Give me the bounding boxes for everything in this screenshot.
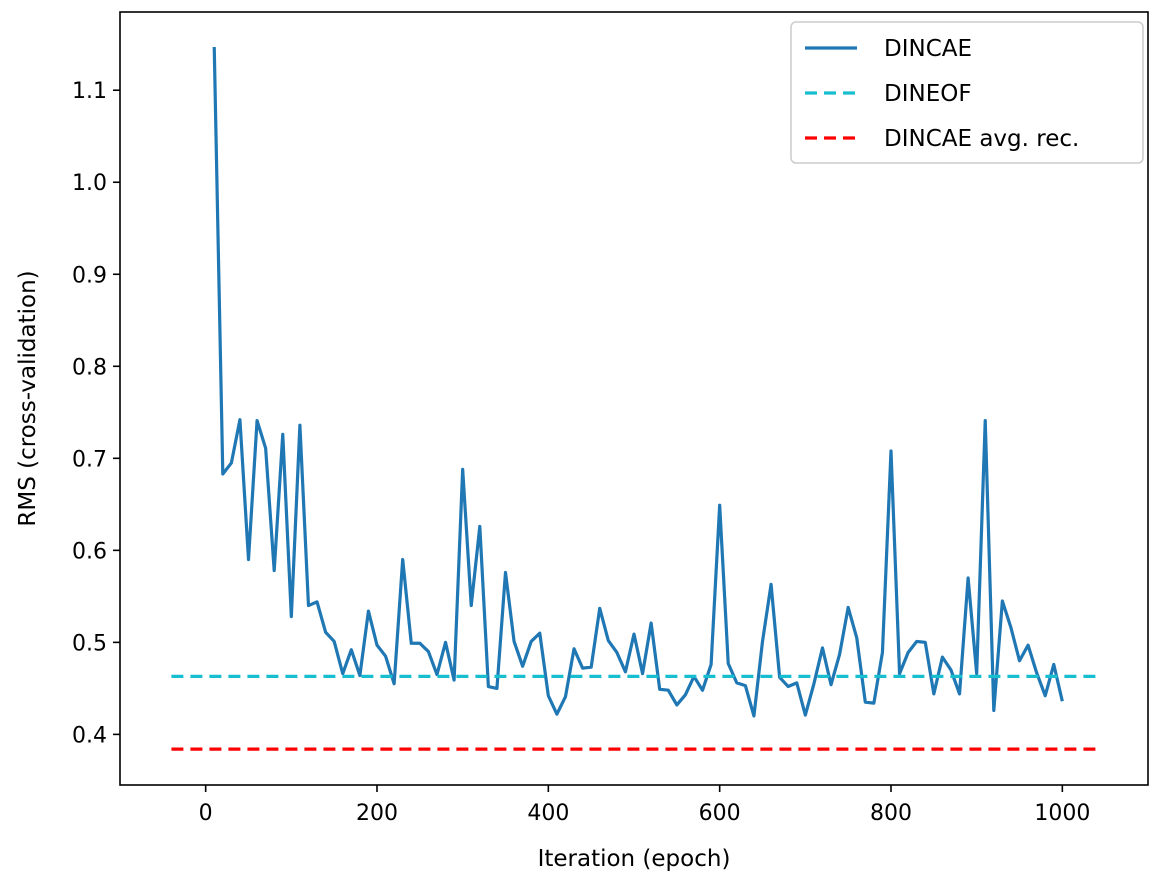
x-tick-label: 800: [870, 801, 912, 826]
plot-frame: [119, 11, 1149, 786]
y-axis-label: RMS (cross-validation): [15, 270, 41, 526]
y-tick-label: 0.9: [72, 263, 107, 288]
x-tick-label: 600: [699, 801, 741, 826]
y-axis: 0.4 0.5 0.6 0.7 0.8 0.9 1.0 1.1: [72, 79, 120, 748]
x-tick-label: 400: [527, 801, 569, 826]
y-tick-label: 0.6: [72, 539, 107, 564]
y-tick-label: 0.8: [72, 355, 107, 380]
x-axis-label: Iteration (epoch): [538, 846, 731, 872]
series-line-dincae: [212, 46, 1064, 718]
x-tick-label: 1000: [1034, 801, 1090, 826]
y-tick-label: 0.4: [72, 723, 107, 748]
y-tick-label: 0.7: [72, 447, 107, 472]
legend-label: DINCAE: [884, 36, 972, 62]
x-axis: 0 200 400 600 800 1000: [199, 785, 1090, 826]
y-tick-label: 1.1: [72, 79, 107, 104]
x-tick-label: 200: [356, 801, 398, 826]
x-tick-label: 0: [199, 801, 213, 826]
legend-box: [790, 21, 1144, 164]
legend-label: DINEOF: [884, 81, 972, 107]
y-tick-label: 0.5: [72, 631, 107, 656]
legend-label: DINCAE avg. rec.: [884, 126, 1079, 152]
series-layer: [171, 46, 1101, 751]
y-tick-label: 1.0: [72, 171, 107, 196]
legend: DINCAE DINEOF DINCAE avg. rec.: [790, 21, 1144, 164]
